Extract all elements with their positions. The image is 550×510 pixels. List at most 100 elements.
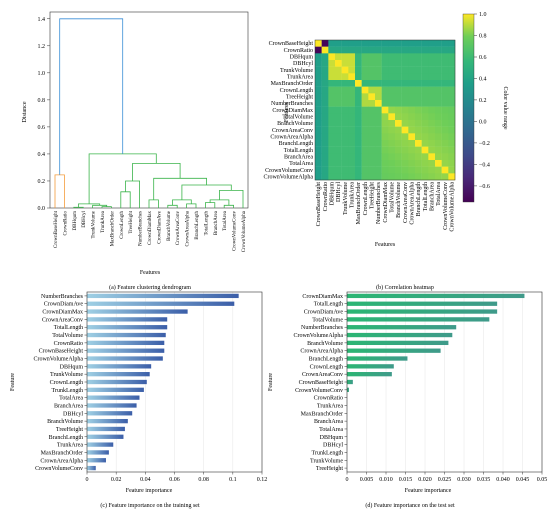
heatmap-cell [368, 46, 376, 54]
heatmap-cell [341, 126, 349, 134]
heatmap-cell [441, 146, 449, 154]
heatmap-cell [361, 60, 369, 67]
heatmap-cell [428, 73, 436, 81]
importance-bar [87, 403, 137, 408]
heatmap-caption: (b) Correlation heatmap [376, 284, 434, 291]
heatmap-cell [388, 166, 396, 174]
dendrogram-ytick-label: 1.2 [38, 44, 46, 50]
heatmap-col-label: TotalLength [423, 182, 429, 211]
heatmap-cell [375, 86, 382, 94]
heatmap-cell [428, 66, 436, 74]
heatmap-cell [348, 60, 356, 67]
heatmap-cell [381, 166, 389, 174]
heatmap-cell [381, 80, 389, 87]
heatmap-cell [428, 40, 436, 47]
heatmap-cell [335, 73, 342, 81]
heatmap-cell [375, 106, 382, 114]
heatmap-cell [441, 80, 449, 87]
heatmap-cell [361, 93, 369, 101]
dendrogram-link [172, 199, 192, 206]
dendrogram-leaf-label: DBHcyl [82, 210, 87, 227]
heatmap-cell [315, 46, 322, 54]
importance-bar [87, 348, 165, 353]
heatmap-cell [441, 120, 449, 127]
heatmap-cell [441, 60, 449, 67]
heatmap-col-label: TreeHeight [370, 182, 376, 209]
heatmap-cell [328, 126, 336, 134]
heatmap-cell [355, 40, 362, 47]
heatmap-row-label: DBHqum [290, 55, 314, 61]
heatmap-cell [381, 106, 389, 114]
heatmap-cell [421, 146, 429, 154]
heatmap-cell [375, 160, 382, 167]
heatmap-cell [388, 93, 396, 101]
heatmap-col-label: CrownAreaConv [403, 182, 409, 223]
heatmap-cell [435, 106, 442, 114]
heatmap-cell [395, 53, 402, 61]
heatmap-cell [428, 86, 436, 94]
heatmap-cell [375, 73, 382, 81]
heatmap-cell [368, 60, 376, 67]
importance-bar [347, 325, 457, 330]
heatmap-cell [388, 173, 396, 181]
heatmap-cell [401, 173, 409, 181]
heatmap-cell [341, 160, 349, 167]
heatmap-cell [361, 86, 369, 94]
bar-category-label: TrunkVolume [310, 458, 343, 464]
heatmap-cell [408, 106, 416, 114]
heatmap-col-label: NumberBranches [376, 181, 382, 224]
heatmap-cell [341, 153, 349, 161]
heatmap-cell [395, 166, 402, 174]
heatmap-cell [355, 140, 362, 147]
heatmap-cell [368, 53, 376, 61]
bar-category-label: CrownRatio [54, 341, 83, 347]
bar-category-label: CrownAreaConv [302, 372, 343, 378]
heatmap-cell [408, 133, 416, 141]
heatmap-cell [368, 66, 376, 74]
heatmap-cell [315, 120, 322, 127]
heatmap-cell [415, 66, 422, 74]
heatmap-cell [335, 133, 342, 141]
bar-xtick-label: 0.005 [360, 477, 374, 483]
heatmap-cell [341, 106, 349, 114]
heatmap-cell [448, 133, 456, 141]
bar-category-label: TrunkLength [312, 450, 343, 456]
heatmap-cell [428, 146, 436, 154]
heatmap-cell [448, 93, 456, 101]
test-frame [346, 291, 543, 473]
heatmap-frame [314, 39, 456, 181]
heatmap-cell [448, 126, 456, 134]
heatmap-col-label: CrownDiamMax [383, 182, 389, 223]
bar-category-label: BranchLength [49, 435, 83, 441]
heatmap-cell [381, 126, 389, 134]
heatmap-cell [441, 40, 449, 47]
bar-category-label: DBHqum [320, 435, 344, 441]
heatmap-cell [348, 93, 356, 101]
heatmap-row-label: TrunkVolume [280, 68, 313, 74]
dendrogram-link [54, 174, 65, 208]
bar-category-label: CrownBaseHeight [299, 380, 344, 386]
bar-category-label: DBHcyl [323, 443, 343, 449]
heatmap-row-label: CrownBaseHeight [269, 41, 314, 47]
bar-xtick-label: 0.02 [111, 477, 122, 483]
heatmap-cell [401, 46, 409, 54]
heatmap-cell [428, 46, 436, 54]
heatmap-cell [441, 140, 449, 147]
importance-bar [347, 379, 353, 385]
test-caption: (d) Feature importance on the test set [365, 502, 455, 509]
bar-category-label: NumberBranches [41, 294, 84, 300]
dendrogram-link [181, 184, 232, 200]
heatmap-cell [448, 106, 456, 114]
heatmap-cell [348, 113, 356, 121]
heatmap-cell [381, 146, 389, 154]
bar-xtick-label: 0.020 [418, 477, 432, 483]
heatmap-cell [335, 100, 342, 107]
heatmap-cell [321, 93, 329, 101]
heatmap-cell [328, 100, 336, 107]
heatmap-cell [348, 73, 356, 81]
importance-bar [87, 325, 168, 330]
heatmap-col-label: CrownBaseHeight [316, 182, 322, 227]
heatmap-cell [415, 160, 422, 167]
importance-bar [87, 418, 128, 424]
heatmap-cell [341, 40, 349, 47]
